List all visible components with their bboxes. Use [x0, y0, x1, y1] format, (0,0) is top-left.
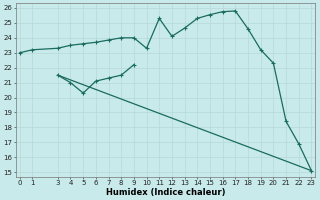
- X-axis label: Humidex (Indice chaleur): Humidex (Indice chaleur): [106, 188, 225, 197]
